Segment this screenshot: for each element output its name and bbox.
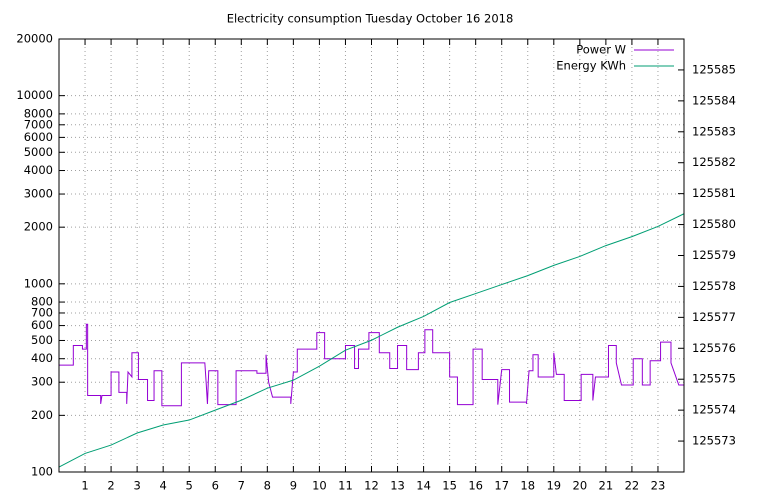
y-tick-label: 600 <box>31 318 53 332</box>
y2-tick-label: 125577 <box>692 310 736 324</box>
y2-tick-label: 125582 <box>692 155 736 169</box>
x-tick-label: 20 <box>573 479 588 493</box>
x-tick-label: 8 <box>264 479 271 493</box>
y-tick-label: 100 <box>31 465 53 479</box>
x-tick-label: 2 <box>107 479 114 493</box>
x-tick-label: 19 <box>546 479 561 493</box>
x-tick-label: 23 <box>651 479 666 493</box>
x-tick-label: 13 <box>390 479 405 493</box>
y-tick-label: 2000 <box>24 220 53 234</box>
y2-tick-label: 125574 <box>692 403 736 417</box>
plot-border <box>58 38 685 473</box>
y-tick-label: 4000 <box>24 163 53 177</box>
y-tick-label: 400 <box>31 351 53 365</box>
y-tick-label: 7000 <box>24 117 53 131</box>
x-tick-label: 5 <box>186 479 193 493</box>
y2-tick-label: 125585 <box>692 62 736 76</box>
y2-tick-label: 125584 <box>692 93 736 107</box>
y-tick-label: 3000 <box>24 187 53 201</box>
x-tick-label: 11 <box>338 479 353 493</box>
legend-label: Power W <box>576 43 626 57</box>
y2-tick-label: 125573 <box>692 434 736 448</box>
y2-tick-label: 125583 <box>692 124 736 138</box>
y2-tick-label: 125580 <box>692 217 736 231</box>
series-line <box>58 213 685 468</box>
y2-tick-label: 125575 <box>692 372 736 386</box>
x-tick-label: 22 <box>625 479 640 493</box>
y-tick-label: 500 <box>31 333 53 347</box>
legend-label: Energy KWh <box>556 59 626 73</box>
x-tick-label: 10 <box>312 479 327 493</box>
x-tick-label: 17 <box>494 479 509 493</box>
y2-tick-label: 125581 <box>692 186 736 200</box>
x-tick-label: 9 <box>290 479 297 493</box>
x-tick-label: 14 <box>416 479 431 493</box>
x-tick-label: 3 <box>133 479 140 493</box>
y-tick-label: 6000 <box>24 130 53 144</box>
y2-tick-label: 125579 <box>692 248 736 262</box>
y-tick-label: 800 <box>31 295 53 309</box>
x-tick-label: 18 <box>520 479 535 493</box>
y-tick-label: 700 <box>31 305 53 319</box>
y-tick-label: 20000 <box>16 32 53 46</box>
y-tick-label: 1000 <box>24 276 53 290</box>
y2-tick-label: 125576 <box>692 341 736 355</box>
x-tick-label: 7 <box>238 479 245 493</box>
x-tick-label: 12 <box>364 479 379 493</box>
y-tick-label: 200 <box>31 408 53 422</box>
x-tick-label: 4 <box>160 479 167 493</box>
x-tick-label: 16 <box>468 479 483 493</box>
x-tick-label: 21 <box>599 479 614 493</box>
chart-title: Electricity consumption Tuesday October … <box>227 12 514 26</box>
x-tick-label: 1 <box>81 479 88 493</box>
y-tick-label: 300 <box>31 375 53 389</box>
y-tick-label: 10000 <box>16 88 53 102</box>
x-tick-label: 15 <box>442 479 457 493</box>
y-tick-label: 8000 <box>24 106 53 120</box>
x-tick-label: 6 <box>212 479 219 493</box>
series-line <box>59 323 684 407</box>
y-tick-label: 5000 <box>24 145 53 159</box>
y2-tick-label: 125578 <box>692 279 736 293</box>
